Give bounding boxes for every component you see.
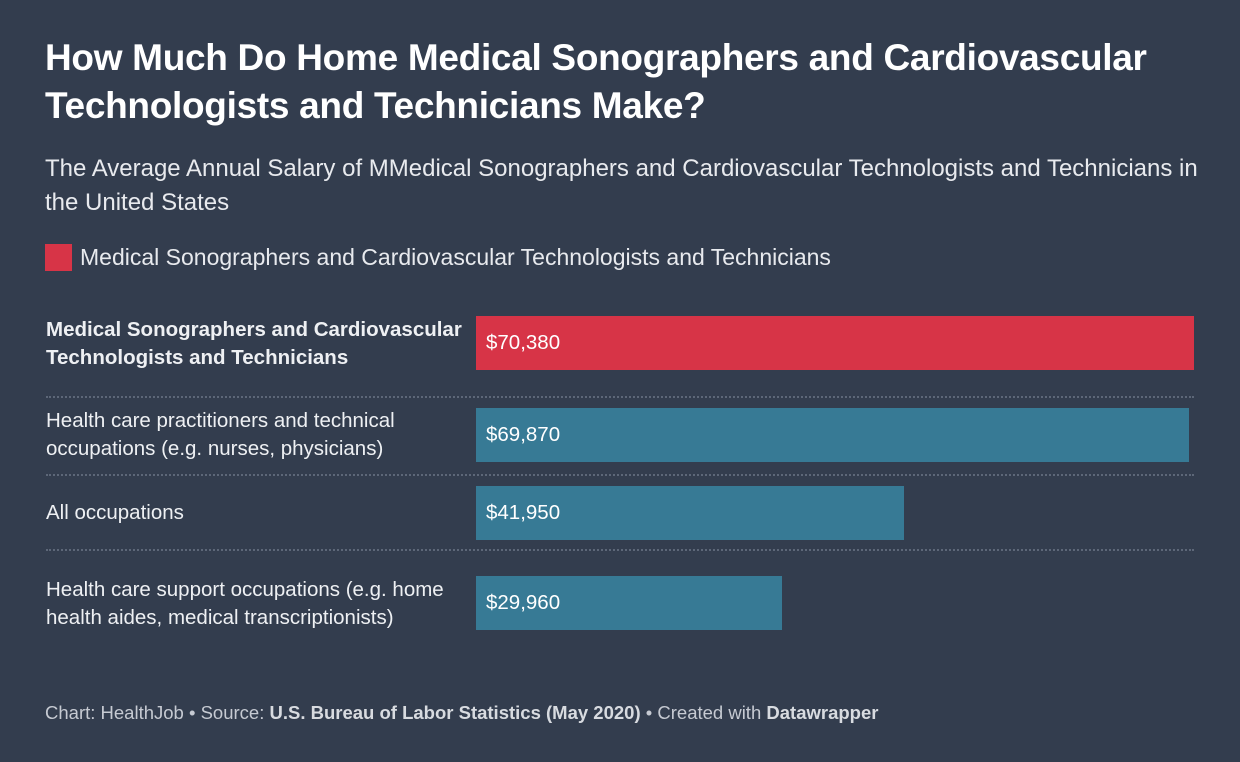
legend: Medical Sonographers and Cardiovascular …	[45, 244, 831, 271]
bar	[476, 576, 782, 630]
value-label: $70,380	[486, 331, 561, 354]
bar	[476, 316, 1194, 370]
footer-tool: Datawrapper	[766, 702, 879, 723]
bar	[476, 486, 904, 540]
row-separator	[46, 549, 1194, 551]
row-separator	[46, 396, 1194, 398]
legend-swatch	[45, 244, 72, 271]
footer-created: • Created with	[640, 702, 767, 723]
legend-label: Medical Sonographers and Cardiovascular …	[80, 244, 831, 270]
category-label: Health care practitioners and technical …	[46, 409, 395, 460]
chart-subtitle: The Average Annual Salary of MMedical So…	[45, 155, 1198, 216]
footer: Chart: HealthJob • Source: U.S. Bureau o…	[45, 702, 878, 724]
value-label: $29,960	[486, 591, 561, 614]
footer-chart-credit: Chart: HealthJob • Source:	[45, 702, 270, 723]
category-label: Medical Sonographers and Cardiovascular …	[46, 318, 462, 369]
category-label: All occupations	[46, 501, 184, 524]
chart-title: How Much Do Home Medical Sonographers an…	[45, 37, 1147, 126]
row-separator	[46, 474, 1194, 476]
value-label: $41,950	[486, 501, 561, 524]
footer-source: U.S. Bureau of Labor Statistics (May 202…	[269, 702, 641, 723]
bar	[476, 408, 1189, 462]
category-label: Health care support occupations (e.g. ho…	[46, 578, 444, 629]
value-label: $69,870	[486, 423, 561, 446]
